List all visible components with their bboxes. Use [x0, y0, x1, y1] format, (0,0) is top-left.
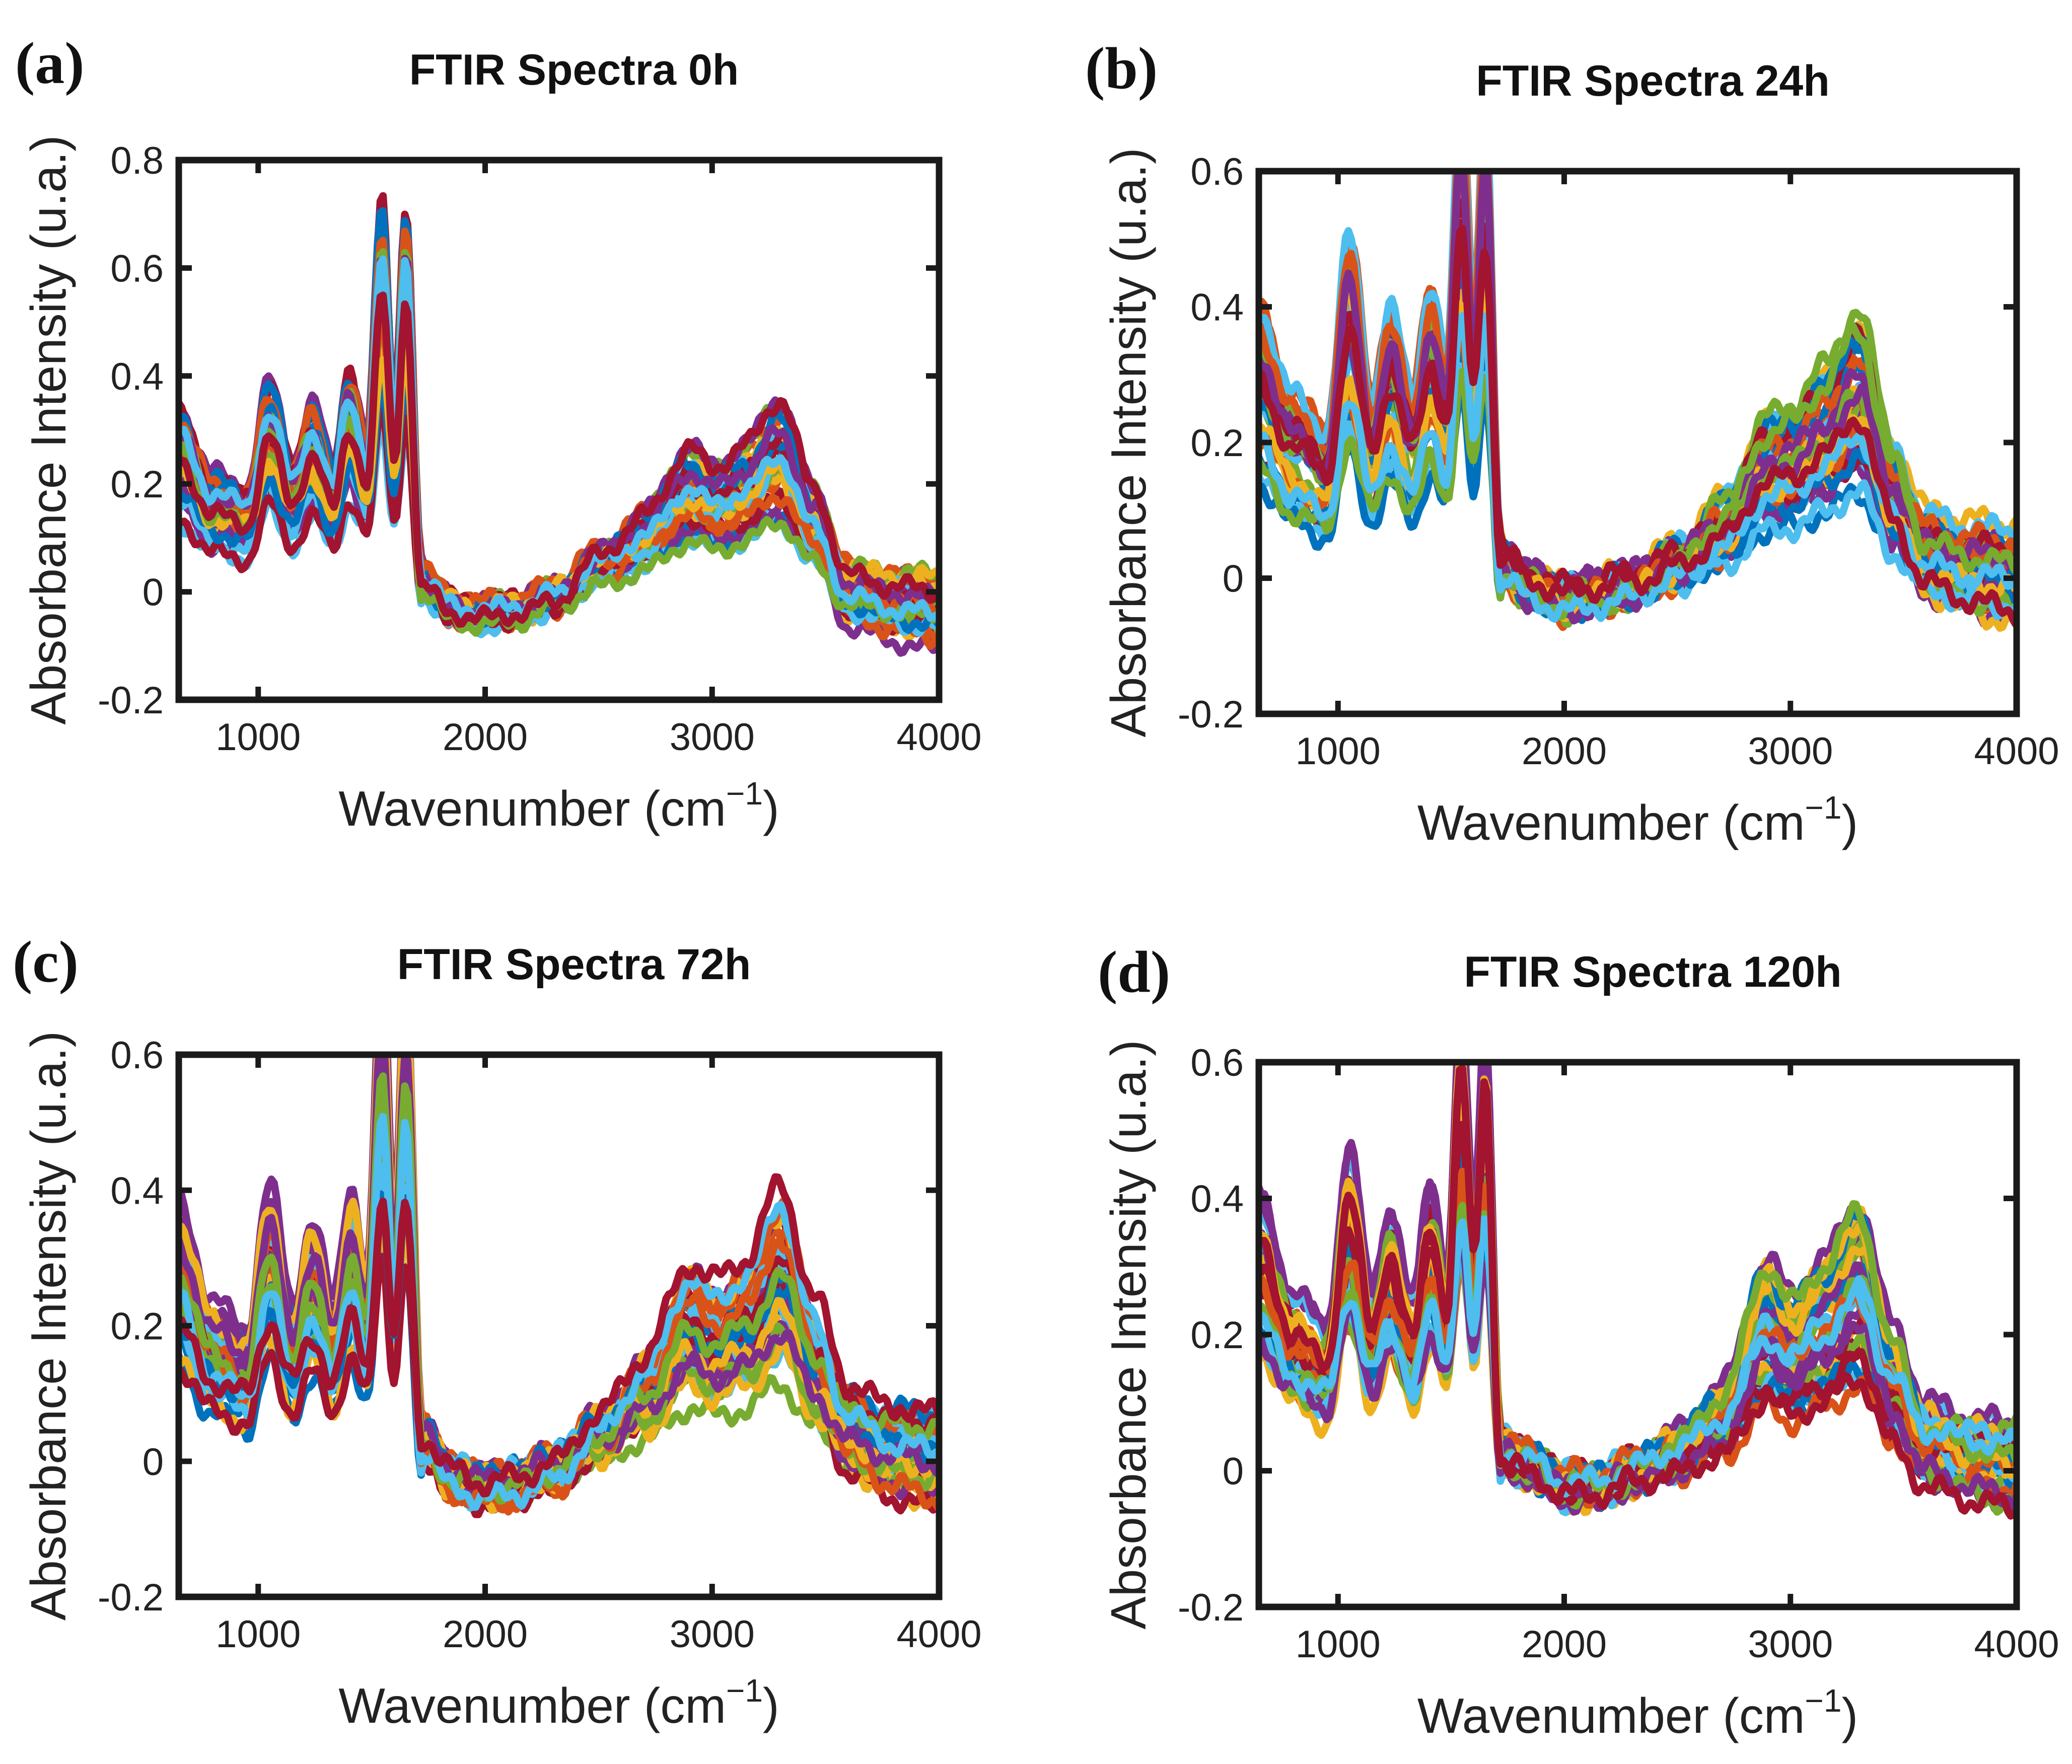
- x-tick-label: 4000: [896, 716, 981, 759]
- series-group: [1259, 171, 2017, 632]
- y-tick-label: 0: [1223, 1450, 1244, 1493]
- y-tick-label: -0.2: [1178, 1586, 1244, 1629]
- y-tick-label: 0.4: [1190, 286, 1244, 329]
- y-tick-label: 0: [1223, 558, 1244, 601]
- y-tick-label: -0.2: [1178, 693, 1244, 736]
- x-tick-label: 4000: [1974, 730, 2059, 773]
- y-tick-label: -0.2: [98, 679, 164, 722]
- spectrum-line: [1259, 225, 2017, 629]
- spectrum-line: [1259, 1215, 2017, 1498]
- x-tick-label: 3000: [670, 1613, 755, 1656]
- x-tick-label: 1000: [1296, 1623, 1381, 1666]
- x-axis-label: Wavenumber (cm−1): [338, 775, 779, 836]
- x-axis-label: Wavenumber (cm−1): [338, 1672, 779, 1733]
- x-tick-label: 2000: [443, 716, 528, 759]
- y-tick-label: 0.2: [110, 1305, 164, 1348]
- spectrum-line: [179, 255, 939, 623]
- y-tick-label: 0.2: [110, 463, 164, 506]
- x-tick-label: 1000: [1296, 730, 1381, 773]
- y-tick-label: 0.6: [1190, 1042, 1244, 1084]
- panel-letter: (c): [13, 929, 79, 995]
- chart-title: FTIR Spectra 120h: [1464, 948, 1841, 996]
- chart-title: FTIR Spectra 0h: [409, 46, 739, 94]
- y-axis-label: Absorbance Intensity (u.a.): [21, 135, 76, 724]
- y-tick-label: 0.4: [1190, 1178, 1244, 1221]
- x-tick-label: 4000: [896, 1613, 981, 1656]
- y-tick-label: 0.4: [110, 355, 164, 398]
- series-group: [1259, 1062, 2017, 1520]
- spectrum-line: [179, 291, 939, 628]
- x-tick-label: 2000: [443, 1613, 528, 1656]
- x-tick-label: 3000: [1748, 1623, 1833, 1666]
- chart-panel-4: 1000 2000 3000 4000 -0.2 0 0.2 0.4 0.6 FTIR Spect…: [1098, 939, 2059, 1743]
- y-tick-label: 0.8: [110, 139, 164, 182]
- panel-letter: (a): [15, 30, 85, 96]
- x-tick-label: 2000: [1522, 730, 1607, 773]
- y-tick-label: 0: [142, 571, 164, 614]
- y-tick-label: 0.2: [1190, 422, 1244, 465]
- spectrum-line: [179, 1055, 939, 1513]
- y-axis-label: Absorbance Intensity (u.a.): [21, 1031, 76, 1621]
- chart-panel-3: 1000 2000 3000 4000 -0.2 0 0.2 0.4 0.6 FTIR Spect…: [13, 929, 982, 1733]
- x-tick-label: 3000: [670, 716, 755, 759]
- x-tick-label: 3000: [1748, 730, 1833, 773]
- chart-title: FTIR Spectra 24h: [1476, 57, 1830, 105]
- x-tick-label: 2000: [1522, 1623, 1607, 1666]
- spectrum-line: [179, 1173, 939, 1498]
- y-axis-label: Absorbance Intensity (u.a.): [1101, 1040, 1156, 1629]
- x-tick-label: 1000: [216, 716, 301, 759]
- axes-frame: [175, 157, 943, 703]
- x-axis-label: Wavenumber (cm−1): [1417, 789, 1858, 850]
- y-tick-label: 0.6: [110, 247, 164, 290]
- y-tick-label: 0.4: [110, 1169, 164, 1212]
- spectrum-line: [1259, 1064, 2017, 1520]
- series-group: [179, 192, 939, 657]
- y-tick-label: 0.2: [1190, 1314, 1244, 1357]
- x-tick-label: 4000: [1974, 1623, 2059, 1666]
- chart-panel-1: 1000 2000 3000 4000 -0.2 0 0.2 0.4 0.6 0.8 FTIR Sp…: [15, 30, 982, 836]
- chart-title: FTIR Spectra 72h: [397, 940, 751, 989]
- y-tick-label: 0.6: [1190, 151, 1244, 193]
- chart-panel-2: 1000 2000 3000 4000 -0.2 0 0.2 0.4 0.6 FTIR Spect…: [1085, 35, 2059, 850]
- y-tick-label: 0.6: [110, 1034, 164, 1077]
- spectrum-line: [1259, 171, 2017, 625]
- x-tick-label: 1000: [216, 1613, 301, 1656]
- y-tick-label: 0: [142, 1441, 164, 1484]
- x-axis-label: Wavenumber (cm−1): [1417, 1682, 1858, 1743]
- panel-letter: (b): [1085, 35, 1158, 101]
- panel-letter: (d): [1098, 939, 1170, 1005]
- series-group: [179, 1055, 939, 1518]
- y-tick-label: -0.2: [98, 1576, 164, 1619]
- y-axis-label: Absorbance Intensity (u.a.): [1101, 148, 1156, 737]
